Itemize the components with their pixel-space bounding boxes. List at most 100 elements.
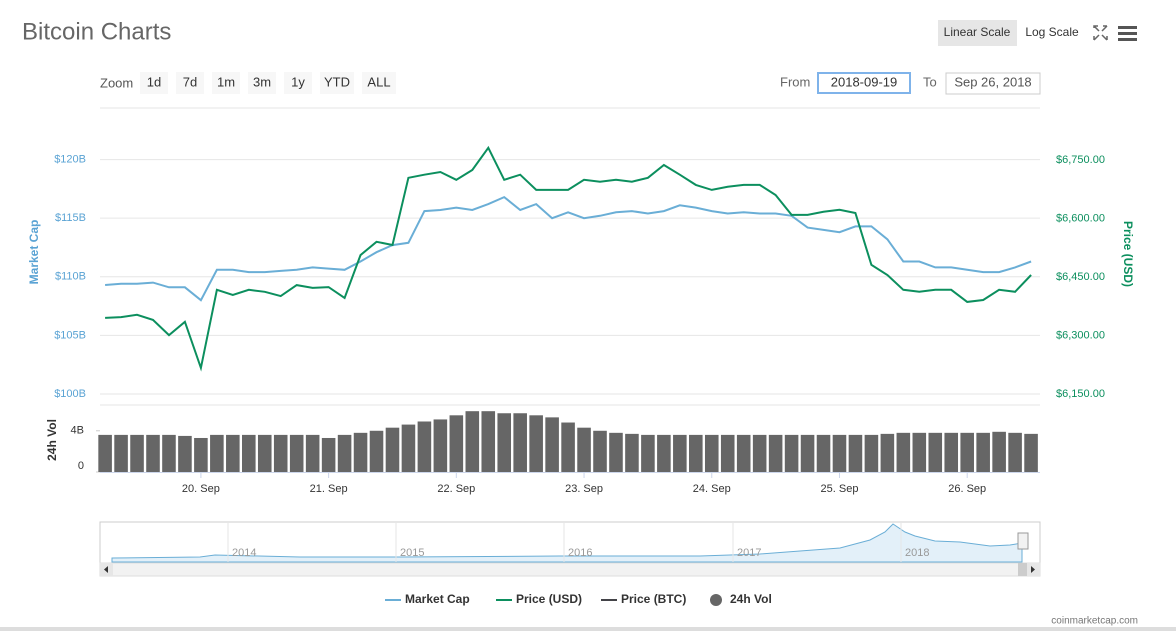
vol-bar [689,434,703,472]
vol-bar [912,432,927,472]
vol-bar [561,422,575,472]
vol-bar [928,432,943,472]
vol-bar [353,432,368,472]
zoom-button-label[interactable]: 1m [217,74,235,89]
to-value[interactable]: Sep 26, 2018 [954,74,1031,89]
y-tick-label: $100B [54,388,86,400]
y2-tick-label: $6,150.00 [1056,388,1105,400]
y-tick-label: $110B [55,271,86,283]
legend-label[interactable]: Price (USD) [516,592,582,606]
from-input[interactable] [817,72,911,94]
legend-label[interactable]: Market Cap [405,592,470,606]
zoom-button-label[interactable]: 3m [253,74,271,89]
vol-bar [242,434,256,472]
menu-icon[interactable] [1118,26,1137,41]
zoom-button-label[interactable]: 1y [291,74,305,89]
x-tick-label: 21. Sep [310,483,348,495]
log-scale-button[interactable]: Log Scale [1025,25,1079,39]
to-label: To [923,74,937,89]
scroll-thumb[interactable] [1018,563,1027,576]
vol-bar [226,434,240,472]
vol-bar [417,421,432,472]
y2-tick-label: $6,300.00 [1056,329,1105,341]
vol-bar [98,434,112,472]
y-axis-title: Market Cap [27,220,41,285]
scrollbar[interactable] [99,562,1041,577]
linear-scale-button[interactable] [938,20,1017,46]
series-line [105,145,1032,372]
navigator-label: 2016 [568,547,592,559]
zoom-button[interactable] [284,72,312,94]
vol-axis-title: 24h Vol [45,419,59,461]
vol-bar [673,434,687,472]
legend-label[interactable]: 24h Vol [730,592,772,606]
vol-bar [401,424,416,472]
navigator-label: 2018 [905,547,929,559]
vol-bar [305,434,320,472]
zoom-button[interactable] [212,72,240,94]
zoom-button-label[interactable]: 7d [183,74,197,89]
vol-tick-label: 4B [71,425,84,437]
vol-bar [130,434,144,472]
vol-bar [481,411,496,472]
navigator-label: 2017 [737,547,761,559]
navigator-handle[interactable] [1017,532,1029,550]
scroll-left-arrow [104,566,108,573]
zoom-button[interactable] [248,72,276,94]
zoom-button[interactable] [320,72,354,94]
vol-bar [736,434,751,472]
to-input[interactable] [945,72,1041,95]
navigator-series [111,523,1023,563]
vol-bar [880,433,895,472]
vol-bar [960,432,974,472]
vol-bar [337,434,352,472]
vol-bar [800,434,815,472]
navigator-label: 2014 [232,547,256,559]
vol-bar [944,432,959,472]
from-value[interactable]: 2018-09-19 [831,74,898,89]
vol-bar [210,434,224,472]
zoom-label: Zoom [100,75,133,90]
vol-bar [146,434,160,472]
legend-label[interactable]: Price (BTC) [621,592,686,606]
x-tick-label: 24. Sep [693,483,731,495]
vol-bar [114,434,128,472]
vol-bar [752,434,767,472]
vol-bar [816,434,831,472]
linear-scale-label[interactable]: Linear Scale [944,25,1011,39]
y2-tick-label: $6,750.00 [1056,154,1105,166]
series-line [105,195,1032,302]
vol-bar [465,411,480,472]
vol-bar [433,419,448,472]
zoom-button-label[interactable]: YTD [324,74,350,89]
y2-tick-label: $6,450.00 [1056,271,1105,283]
vol-bar [864,434,879,472]
vol-bar [848,434,863,472]
zoom-button[interactable] [176,72,204,94]
zoom-button[interactable] [362,72,396,94]
y2-tick-label: $6,600.00 [1056,212,1105,224]
x-tick-label: 26. Sep [948,483,986,495]
vol-bar [273,434,288,472]
bottom-bar [0,627,1176,631]
y-tick-label: $105B [54,329,86,341]
x-tick-label: 22. Sep [437,483,475,495]
zoom-button[interactable] [140,72,168,94]
vol-bar [720,434,735,472]
credit: coinmarketcap.com [1051,616,1138,627]
zoom-button-label[interactable]: ALL [367,74,390,89]
vol-bar [289,434,304,472]
vol-tick-label: 0 [78,460,84,472]
from-label: From [780,74,810,89]
vol-bar [896,432,911,472]
vol-bar [577,427,591,472]
y-tick-label: $120B [54,153,86,165]
vol-bar [625,433,639,472]
fullscreen-icon[interactable] [1093,25,1108,41]
zoom-button-label[interactable]: 1d [147,74,161,89]
vol-bar [257,434,272,472]
vol-bar [1024,433,1038,472]
legend-symbol [710,594,722,606]
